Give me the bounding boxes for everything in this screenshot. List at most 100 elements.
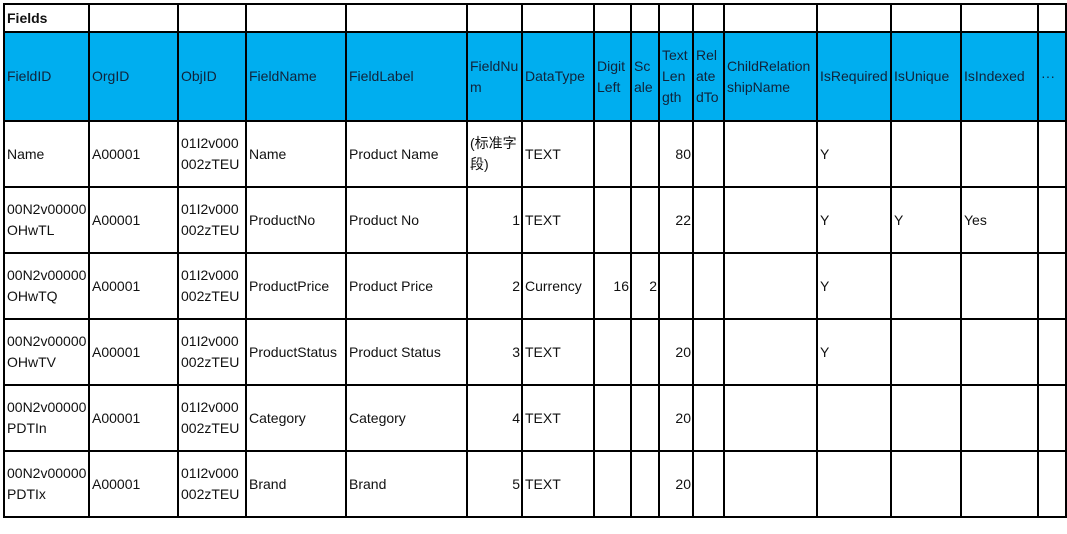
empty-cell[interactable]: [658, 3, 694, 33]
empty-cell[interactable]: [692, 3, 725, 33]
cell-fieldnum[interactable]: 2: [466, 252, 523, 320]
cell-datatype[interactable]: Currency: [521, 252, 595, 320]
column-header-relatedto[interactable]: RelatedTo: [692, 31, 725, 122]
cell-fieldlabel[interactable]: Product Name: [345, 120, 468, 188]
cell-orgid[interactable]: A00001: [88, 384, 179, 452]
cell-scale[interactable]: [630, 384, 660, 452]
cell-isunique[interactable]: [890, 318, 962, 386]
cell-digitleft[interactable]: [593, 186, 632, 254]
cell-objid[interactable]: 01I2v000002zTEU: [177, 450, 247, 518]
column-header-fieldlabel[interactable]: FieldLabel: [345, 31, 468, 122]
sheet-title[interactable]: Fields: [3, 3, 90, 33]
empty-cell[interactable]: [345, 3, 468, 33]
cell-isindexed[interactable]: [960, 318, 1039, 386]
cell-fieldname[interactable]: Category: [245, 384, 347, 452]
cell-isunique[interactable]: [890, 120, 962, 188]
cell-fieldnum[interactable]: 1: [466, 186, 523, 254]
cell-digitleft[interactable]: [593, 384, 632, 452]
cell-relatedto[interactable]: [692, 450, 725, 518]
cell-[interactable]: [1037, 186, 1067, 254]
column-header-objid[interactable]: ObjID: [177, 31, 247, 122]
empty-cell[interactable]: [816, 3, 892, 33]
cell-orgid[interactable]: A00001: [88, 318, 179, 386]
cell-fieldnum[interactable]: 4: [466, 384, 523, 452]
cell-fieldlabel[interactable]: Product Price: [345, 252, 468, 320]
cell-fieldid[interactable]: Name: [3, 120, 90, 188]
cell-[interactable]: [1037, 450, 1067, 518]
cell-datatype[interactable]: TEXT: [521, 450, 595, 518]
cell-[interactable]: [1037, 384, 1067, 452]
column-header-childrelationshipname[interactable]: ChildRelationshipName: [723, 31, 818, 122]
cell-isindexed[interactable]: [960, 252, 1039, 320]
cell-datatype[interactable]: TEXT: [521, 186, 595, 254]
cell-childrelationshipname[interactable]: [723, 252, 818, 320]
cell-childrelationshipname[interactable]: [723, 120, 818, 188]
column-header-digitleft[interactable]: DigitLeft: [593, 31, 632, 122]
empty-cell[interactable]: [177, 3, 247, 33]
cell-orgid[interactable]: A00001: [88, 252, 179, 320]
cell-scale[interactable]: 2: [630, 252, 660, 320]
cell-relatedto[interactable]: [692, 252, 725, 320]
column-header-datatype[interactable]: DataType: [521, 31, 595, 122]
cell-objid[interactable]: 01I2v000002zTEU: [177, 318, 247, 386]
cell-relatedto[interactable]: [692, 318, 725, 386]
cell-isrequired[interactable]: Y: [816, 186, 892, 254]
column-header-[interactable]: ···: [1037, 31, 1067, 122]
cell-childrelationshipname[interactable]: [723, 186, 818, 254]
column-header-fieldid[interactable]: FieldID: [3, 31, 90, 122]
cell-fieldlabel[interactable]: Category: [345, 384, 468, 452]
cell-isunique[interactable]: [890, 252, 962, 320]
cell-objid[interactable]: 01I2v000002zTEU: [177, 384, 247, 452]
cell-fieldlabel[interactable]: Product No: [345, 186, 468, 254]
cell-digitleft[interactable]: [593, 450, 632, 518]
cell-isrequired[interactable]: Y: [816, 252, 892, 320]
cell-childrelationshipname[interactable]: [723, 450, 818, 518]
cell-fieldname[interactable]: ProductPrice: [245, 252, 347, 320]
empty-cell[interactable]: [466, 3, 523, 33]
empty-cell[interactable]: [723, 3, 818, 33]
cell-isunique[interactable]: Y: [890, 186, 962, 254]
empty-cell[interactable]: [521, 3, 595, 33]
cell-orgid[interactable]: A00001: [88, 120, 179, 188]
cell-textlength[interactable]: 20: [658, 318, 694, 386]
column-header-textlength[interactable]: TextLength: [658, 31, 694, 122]
cell-isrequired[interactable]: Y: [816, 318, 892, 386]
column-header-isindexed[interactable]: IsIndexed: [960, 31, 1039, 122]
cell-datatype[interactable]: TEXT: [521, 318, 595, 386]
cell-[interactable]: [1037, 318, 1067, 386]
cell-isunique[interactable]: [890, 384, 962, 452]
cell-scale[interactable]: [630, 186, 660, 254]
cell-textlength[interactable]: [658, 252, 694, 320]
cell-orgid[interactable]: A00001: [88, 186, 179, 254]
cell-isindexed[interactable]: Yes: [960, 186, 1039, 254]
cell-fieldnum[interactable]: 3: [466, 318, 523, 386]
cell-isrequired[interactable]: Y: [816, 120, 892, 188]
cell-fieldid[interactable]: 00N2v00000PDTIn: [3, 384, 90, 452]
cell-[interactable]: [1037, 120, 1067, 188]
cell-objid[interactable]: 01I2v000002zTEU: [177, 120, 247, 188]
empty-cell[interactable]: [630, 3, 660, 33]
cell-[interactable]: [1037, 252, 1067, 320]
cell-digitleft[interactable]: [593, 318, 632, 386]
cell-fieldid[interactable]: 00N2v00000OHwTV: [3, 318, 90, 386]
cell-digitleft[interactable]: [593, 120, 632, 188]
empty-cell[interactable]: [593, 3, 632, 33]
cell-scale[interactable]: [630, 318, 660, 386]
empty-cell[interactable]: [890, 3, 962, 33]
cell-datatype[interactable]: TEXT: [521, 384, 595, 452]
cell-childrelationshipname[interactable]: [723, 318, 818, 386]
cell-isindexed[interactable]: [960, 384, 1039, 452]
cell-relatedto[interactable]: [692, 384, 725, 452]
cell-objid[interactable]: 01I2v000002zTEU: [177, 186, 247, 254]
cell-fieldlabel[interactable]: Product Status: [345, 318, 468, 386]
cell-fieldnum[interactable]: (标准字段): [466, 120, 523, 188]
column-header-isunique[interactable]: IsUnique: [890, 31, 962, 122]
cell-objid[interactable]: 01I2v000002zTEU: [177, 252, 247, 320]
cell-fieldnum[interactable]: 5: [466, 450, 523, 518]
column-header-fieldnum[interactable]: FieldNum: [466, 31, 523, 122]
cell-textlength[interactable]: 20: [658, 450, 694, 518]
column-header-scale[interactable]: Scale: [630, 31, 660, 122]
cell-relatedto[interactable]: [692, 186, 725, 254]
empty-cell[interactable]: [1037, 3, 1067, 33]
cell-fieldname[interactable]: Name: [245, 120, 347, 188]
